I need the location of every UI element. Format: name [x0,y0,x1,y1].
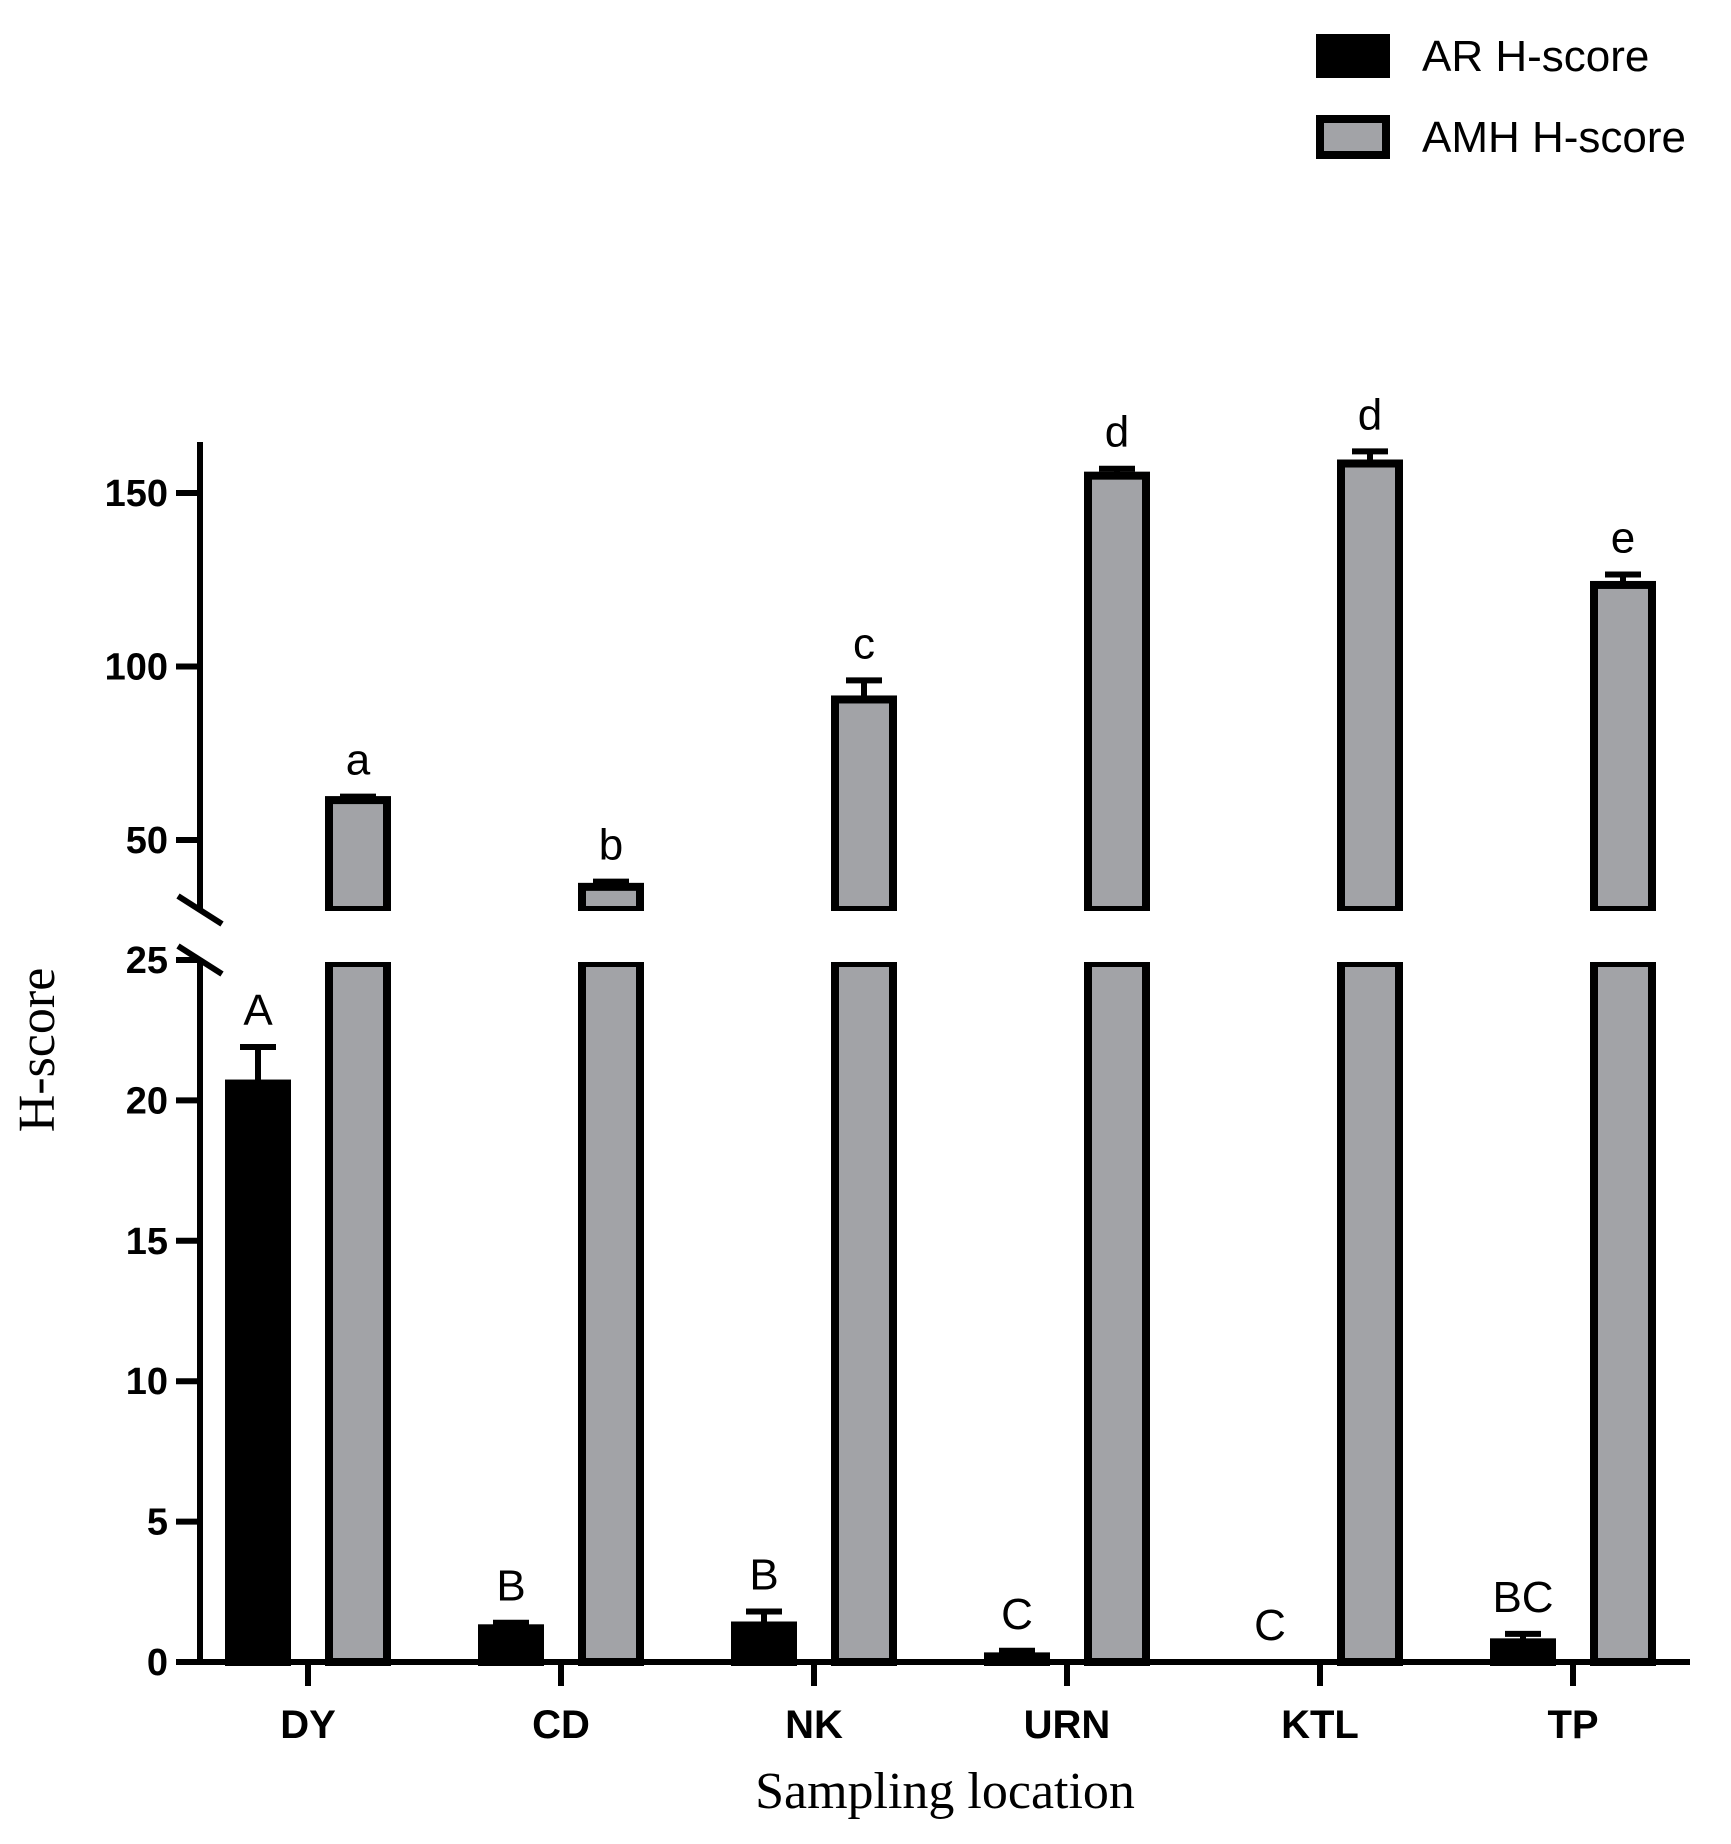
x-axis-title: Sampling location [755,1763,1135,1820]
y-tick-label: 10 [126,1361,168,1403]
bar-amh-cd-upper [578,882,644,914]
bar-break-gap [576,911,646,962]
significance-label: A [243,986,273,1035]
bar-amh-tp-lower [1590,959,1656,1666]
bars-group: Aa Bb Bc Cd Cd BC e [225,390,1658,1667]
y-tick-label: 50 [126,820,168,862]
x-tick-label: DY [280,1703,336,1747]
bar-amh-urn-upper [1084,471,1150,914]
bar-amh-nk-lower [831,959,897,1666]
legend-label-amh: AMH H-score [1422,113,1686,162]
bar-amh-ktl-lower [1337,959,1403,1666]
y-axis-title: H-score [9,968,66,1133]
y-tick-label: 20 [126,1080,168,1122]
y-tick-label: 15 [126,1221,168,1263]
y-tick-label: 150 [105,473,168,515]
x-tick-label: TP [1547,1703,1598,1747]
bar-ar-dy [225,1079,291,1666]
significance-label: BC [1492,1573,1553,1622]
bar-break-gap [1335,911,1405,962]
bar-break-gap [323,911,393,962]
significance-label: a [346,736,371,785]
legend-swatch-amh [1316,115,1390,159]
significance-label: B [749,1550,778,1599]
significance-label: d [1105,408,1129,457]
bar-amh-dy-lower [325,959,391,1666]
significance-label: d [1358,390,1382,439]
legend: AR H-score AMH H-score [1316,32,1686,162]
axes-group: DY CD NK URN KTL TP 0 5 10 15 20 25 50 100 150 [105,442,1690,1747]
legend-label-ar: AR H-score [1422,32,1649,81]
y-tick-label: 25 [126,940,168,982]
y-tick-label: 0 [147,1642,168,1684]
bar-break-gap [829,911,899,962]
bar-amh-ktl-upper [1337,459,1403,914]
legend-swatch-ar [1316,34,1390,78]
bar-break-gap [1082,911,1152,962]
bar-ar-cd [478,1624,544,1666]
bar-ar-nk [731,1621,797,1666]
bar-break-gap [1588,911,1658,962]
bar-amh-nk-upper [831,695,897,915]
significance-label: B [496,1562,525,1611]
significance-label: b [599,821,623,870]
bar-amh-dy-upper [325,796,391,914]
y-tick-label: 100 [105,647,168,689]
axis-break-mark [176,893,224,927]
significance-label: C [1254,1601,1286,1650]
significance-label: C [1001,1590,1033,1639]
bar-amh-cd-lower [578,959,644,1666]
x-tick-label: NK [785,1703,843,1747]
bar-amh-tp-upper [1590,580,1656,915]
significance-label: c [853,619,875,668]
significance-label: e [1611,514,1635,563]
x-tick-label: KTL [1281,1703,1359,1747]
y-tick-label: 5 [147,1502,168,1544]
x-tick-label: CD [532,1703,590,1747]
x-tick-label: URN [1024,1703,1111,1747]
bar-amh-urn-lower [1084,959,1150,1666]
